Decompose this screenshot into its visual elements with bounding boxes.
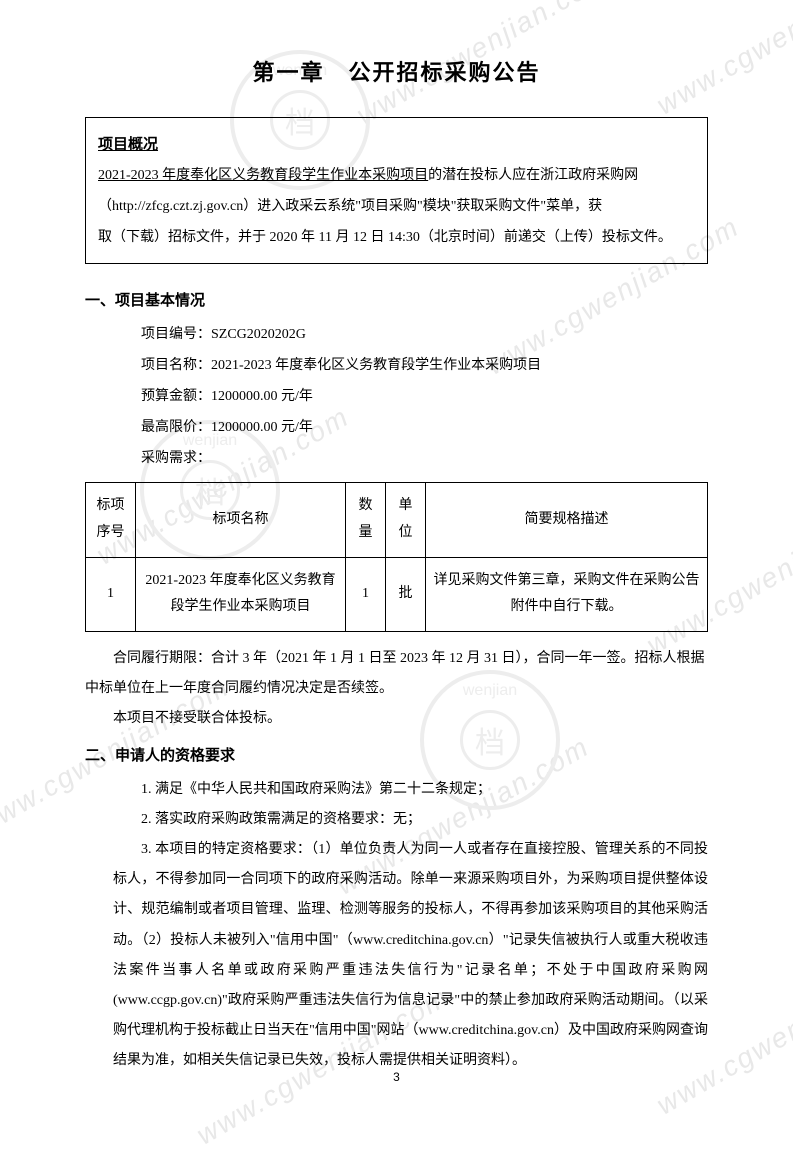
value: SZCG2020202G xyxy=(211,327,306,342)
project-title-underlined: 2021-2023 年度奉化区义务教育段学生作业本采购项目 xyxy=(98,168,428,183)
cell-spec: 详见采购文件第三章，采购文件在采购公告附件中自行下载。 xyxy=(426,557,708,631)
qualification-item-1: 1. 满足《中华人民共和国政府采购法》第二十二条规定； xyxy=(85,775,708,805)
requirement-table: 标项序号 标项名称 数量 单位 简要规格描述 1 2021-2023 年度奉化区… xyxy=(85,482,708,631)
label: 最高限价： xyxy=(141,420,211,435)
procurement-requirement-label: 采购需求： xyxy=(85,444,708,475)
value: 1200000.00 元/年 xyxy=(211,389,313,404)
overview-heading: 项目概况 xyxy=(98,128,695,161)
value: 2021-2023 年度奉化区义务教育段学生作业本采购项目 xyxy=(211,358,541,373)
label: 项目编号： xyxy=(141,327,211,342)
page-content: 第一章 公开招标采购公告 项目概况 2021-2023 年度奉化区义务教育段学生… xyxy=(0,0,793,1116)
value: 1200000.00 元/年 xyxy=(211,420,313,435)
table-header-row: 标项序号 标项名称 数量 单位 简要规格描述 xyxy=(86,483,708,557)
header-name: 标项名称 xyxy=(136,483,346,557)
header-seq: 标项序号 xyxy=(86,483,136,557)
chapter-title: 第一章 公开招标采购公告 xyxy=(85,55,708,87)
table-row: 1 2021-2023 年度奉化区义务教育段学生作业本采购项目 1 批 详见采购… xyxy=(86,557,708,631)
header-spec: 简要规格描述 xyxy=(426,483,708,557)
no-consortium: 本项目不接受联合体投标。 xyxy=(85,704,708,734)
ceiling-price: 最高限价：1200000.00 元/年 xyxy=(85,413,708,444)
label: 项目名称： xyxy=(141,358,211,373)
project-name: 项目名称：2021-2023 年度奉化区义务教育段学生作业本采购项目 xyxy=(85,351,708,382)
qualification-item-3: 3. 本项目的特定资格要求：（1）单位负责人为同一人或者存在直接控股、管理关系的… xyxy=(85,835,708,1076)
cell-seq: 1 xyxy=(86,557,136,631)
header-qty: 数量 xyxy=(346,483,386,557)
budget-amount: 预算金额：1200000.00 元/年 xyxy=(85,382,708,413)
overview-line: 取（下载）招标文件，并于 2020 年 11 月 12 日 14:30（北京时间… xyxy=(98,223,695,254)
cell-qty: 1 xyxy=(346,557,386,631)
project-number: 项目编号：SZCG2020202G xyxy=(85,320,708,351)
overview-line: 2021-2023 年度奉化区义务教育段学生作业本采购项目的潜在投标人应在浙江政… xyxy=(98,161,695,192)
qualification-item-2: 2. 落实政府采购政策需满足的资格要求：无； xyxy=(85,805,708,835)
cell-name: 2021-2023 年度奉化区义务教育段学生作业本采购项目 xyxy=(136,557,346,631)
section-2-title: 二、申请人的资格要求 xyxy=(85,744,708,765)
label: 预算金额： xyxy=(141,389,211,404)
cell-unit: 批 xyxy=(386,557,426,631)
contract-period: 合同履行期限：合计 3 年（2021 年 1 月 1 日至 2023 年 12 … xyxy=(85,644,708,704)
project-overview-box: 项目概况 2021-2023 年度奉化区义务教育段学生作业本采购项目的潜在投标人… xyxy=(85,117,708,264)
overview-line: （http://zfcg.czt.zj.gov.cn）进入政采云系统"项目采购"… xyxy=(98,192,695,223)
overview-text: 的潜在投标人应在浙江政府采购网 xyxy=(428,168,638,183)
header-unit: 单位 xyxy=(386,483,426,557)
section-1-title: 一、项目基本情况 xyxy=(85,289,708,310)
